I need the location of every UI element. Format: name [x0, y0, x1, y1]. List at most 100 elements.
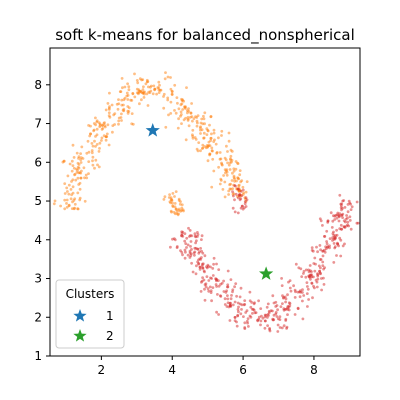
cluster-2-point: [319, 258, 323, 261]
cluster-2-point: [319, 248, 322, 252]
cluster-2-point: [185, 236, 189, 240]
cluster-2-point: [328, 244, 331, 248]
cluster-2-point: [196, 247, 200, 251]
cluster-2-point: [208, 285, 212, 289]
cluster-2-point: [342, 219, 346, 223]
cluster-2-point: [271, 318, 275, 322]
cluster-2-point: [326, 219, 330, 223]
cluster-2-point: [288, 304, 292, 308]
cluster-1-point: [77, 163, 81, 166]
cluster-2-point: [281, 302, 284, 305]
cluster-1-point: [144, 82, 148, 86]
cluster-1-point: [65, 186, 69, 190]
cluster-2-point: [308, 264, 312, 267]
cluster-1-point: [122, 103, 125, 107]
cluster-1-point: [61, 160, 65, 164]
cluster-1-point: [105, 132, 109, 136]
y-tick-label: 8: [34, 78, 42, 92]
cluster-2-point: [306, 287, 310, 291]
cluster-2-point: [200, 256, 203, 259]
cluster-2-point: [316, 250, 319, 254]
cluster-1-point: [186, 109, 189, 112]
legend-label-2: 2: [106, 329, 114, 343]
cluster-1-point: [133, 95, 137, 99]
cluster-2-point: [245, 319, 249, 323]
cluster-2-point: [289, 289, 293, 293]
cluster-1-point: [169, 100, 173, 104]
cluster-1-point: [214, 142, 218, 146]
cluster-2-point: [335, 216, 339, 220]
cluster-2-point: [345, 224, 348, 228]
cluster-2-point: [209, 265, 212, 269]
cluster-2-point: [236, 196, 240, 200]
cluster-1-point: [65, 202, 68, 205]
cluster-2-point: [316, 273, 320, 277]
cluster-1-point: [189, 111, 193, 115]
cluster-2-point: [300, 275, 304, 278]
cluster-1-point: [137, 89, 141, 93]
cluster-1-point: [120, 77, 124, 80]
cluster-2-point: [311, 249, 315, 253]
cluster-2-point: [202, 278, 206, 282]
cluster-1-point: [100, 136, 104, 140]
cluster-2-point: [230, 294, 233, 297]
cluster-2-point: [332, 242, 336, 245]
cluster-1-point: [69, 197, 73, 201]
cluster-2-point: [226, 269, 230, 273]
cluster-1-point: [169, 209, 173, 213]
cluster-2-point: [186, 243, 190, 247]
cluster-2-point: [263, 319, 267, 323]
cluster-2-point: [301, 299, 304, 303]
cluster-1-point: [228, 168, 232, 171]
cluster-2-point: [201, 262, 204, 266]
cluster-1-point: [166, 98, 170, 102]
cluster-2-point: [199, 247, 203, 250]
cluster-1-point: [65, 198, 69, 202]
cluster-2-point: [225, 289, 229, 293]
cluster-2-point: [305, 281, 309, 284]
cluster-2-point: [338, 236, 342, 240]
cluster-2-point: [257, 299, 260, 303]
cluster-1-point: [110, 103, 114, 107]
cluster-1-point: [97, 165, 101, 169]
cluster-1-point: [173, 109, 176, 112]
cluster-1-point: [227, 189, 231, 193]
cluster-2-point: [201, 251, 205, 255]
cluster-2-point: [344, 217, 348, 221]
cluster-2-point: [268, 329, 272, 333]
cluster-2-point: [199, 290, 203, 293]
cluster-1-point: [98, 147, 101, 150]
cluster-1-point: [82, 166, 86, 170]
cluster-2-point: [214, 283, 218, 286]
cluster-1-point: [166, 96, 170, 100]
cluster-2-point: [234, 282, 238, 285]
cluster-1-point: [135, 79, 139, 82]
cluster-1-point: [127, 85, 131, 89]
cluster-1-point: [205, 127, 209, 131]
cluster-1-point: [73, 172, 77, 176]
cluster-1-point: [229, 187, 233, 191]
cluster-2-point: [312, 275, 315, 279]
cluster-1-point: [173, 212, 177, 216]
cluster-2-point: [321, 254, 325, 258]
cluster-2-point: [229, 278, 233, 281]
cluster-1-point: [76, 207, 80, 211]
cluster-1-point: [170, 199, 174, 202]
cluster-1-point: [86, 139, 90, 143]
cluster-1-point: [185, 86, 188, 89]
cluster-1-point: [180, 208, 183, 212]
cluster-1-point: [202, 136, 206, 140]
cluster-1-point: [210, 132, 213, 136]
cluster-1-point: [162, 95, 165, 98]
cluster-2-point: [333, 246, 337, 250]
cluster-2-point: [347, 199, 351, 203]
cluster-1-point: [180, 113, 183, 116]
cluster-2-point: [286, 293, 289, 297]
chart-title: soft k-means for balanced_nonspherical: [55, 26, 355, 45]
cluster-2-point: [244, 311, 248, 314]
cluster-1-point: [87, 150, 91, 154]
cluster-1-point: [175, 96, 179, 99]
cluster-2-point: [280, 284, 284, 287]
cluster-1-point: [149, 89, 153, 93]
cluster-1-point: [81, 157, 85, 160]
